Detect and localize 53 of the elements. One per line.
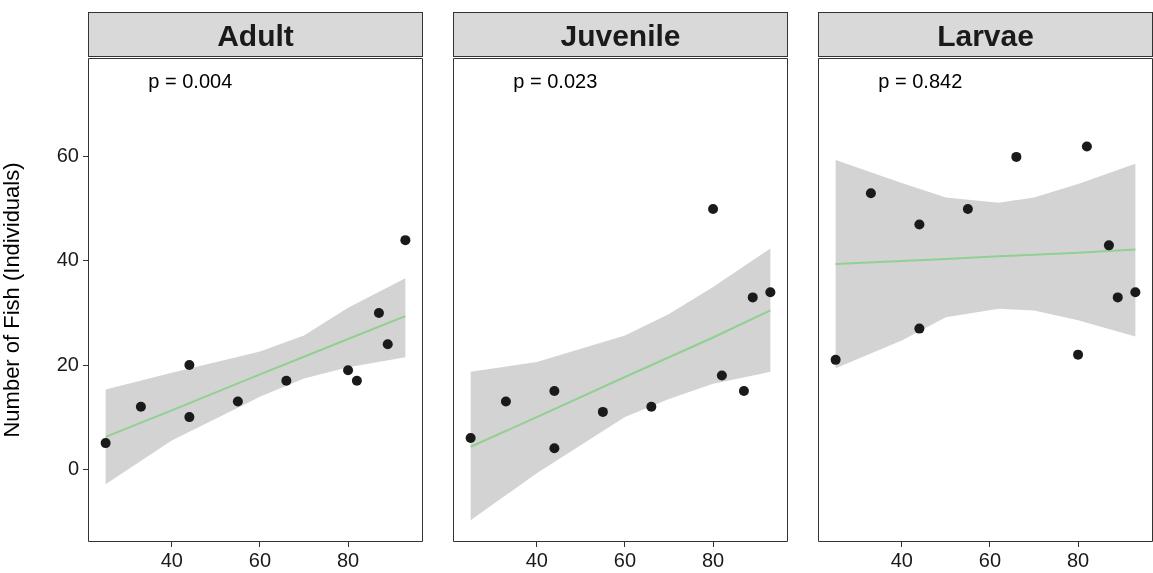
point	[1130, 287, 1141, 298]
point	[100, 438, 111, 449]
annotation: p = 0.842	[878, 69, 963, 92]
x-tick-label: 80	[701, 548, 725, 571]
x-tick-label: 80	[1066, 548, 1090, 571]
y-tick-label: 60	[56, 144, 79, 167]
point	[738, 386, 749, 397]
point	[914, 323, 925, 334]
x-tick-label: 60	[978, 548, 1002, 571]
chart-title: Juvenile	[453, 12, 788, 57]
point	[549, 386, 560, 397]
point	[549, 443, 560, 454]
point	[351, 375, 362, 386]
y-tick-label: 20	[56, 352, 79, 375]
point	[1112, 292, 1123, 303]
point	[232, 396, 243, 407]
point	[465, 432, 476, 443]
x-tick-label: 60	[613, 548, 637, 571]
point	[373, 308, 384, 319]
point	[135, 401, 146, 412]
point	[400, 235, 411, 246]
point	[765, 287, 776, 298]
y-tick-label: 40	[56, 248, 79, 271]
x-tick-label: 40	[160, 548, 183, 571]
y-tick-label: 0	[67, 456, 79, 479]
point	[865, 188, 876, 199]
point	[184, 412, 195, 423]
point	[184, 360, 195, 371]
x-tick-label: 80	[336, 548, 360, 571]
x-tick-label: 40	[890, 548, 913, 571]
chart-title: Larvae	[818, 12, 1153, 57]
point	[747, 292, 758, 303]
annotation: p = 0.023	[513, 69, 598, 92]
point	[962, 203, 973, 214]
x-tick-label: 40	[525, 548, 548, 571]
point	[716, 370, 727, 381]
point	[830, 354, 841, 365]
point	[914, 219, 925, 230]
y-axis-title: Number of Fish (Individuals)	[0, 162, 25, 438]
point	[500, 396, 511, 407]
point	[281, 375, 292, 386]
point	[1073, 349, 1084, 360]
point	[646, 401, 657, 412]
point	[1103, 240, 1114, 251]
x-tick-label: 60	[248, 548, 272, 571]
point	[343, 365, 354, 376]
point	[1081, 141, 1092, 152]
point	[1011, 151, 1022, 162]
point	[708, 203, 719, 214]
chart-title: Adult	[88, 12, 423, 57]
point	[597, 406, 608, 417]
annotation: p = 0.004	[148, 69, 233, 92]
point	[382, 339, 393, 350]
